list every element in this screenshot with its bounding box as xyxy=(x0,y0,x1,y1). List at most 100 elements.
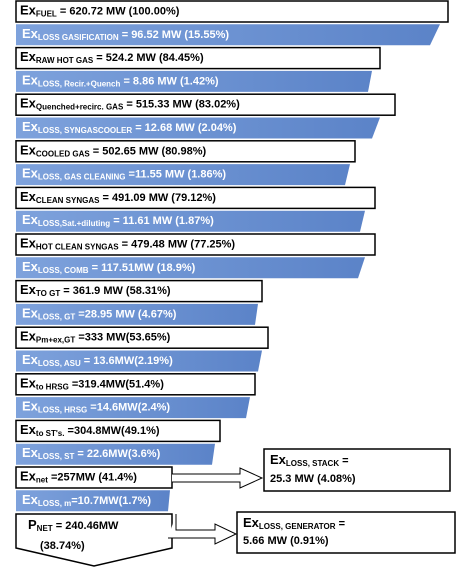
label-main: Ex xyxy=(22,306,39,321)
label-main: Ex xyxy=(20,283,37,298)
label-text: =257MW (41.4%) xyxy=(48,471,137,483)
loss-band xyxy=(16,397,250,419)
label-text: = 502.65 MW (80.98%) xyxy=(90,145,207,157)
loss-label: ExLOSS, GAS CLEANING =11.55 MW (1.86%) xyxy=(22,166,226,182)
loss-label: ExLOSS, ASU = 13.6MW(2.19%) xyxy=(22,352,173,368)
stream-box xyxy=(15,233,376,256)
stream-box xyxy=(15,326,269,349)
stream-label: ExCLEAN SYNGAS = 491.09 MW (79.12%) xyxy=(20,189,216,205)
loss-band xyxy=(16,164,350,186)
stack-label: ExLOSS, STACK = xyxy=(270,452,349,468)
stack-arrow xyxy=(172,467,264,489)
label-sub: LOSS, STACK xyxy=(286,459,339,468)
label-sub: LOSS GASIFICATION xyxy=(38,33,119,42)
label-sub: CLEAN SYNGAS xyxy=(36,196,100,205)
loss-band xyxy=(16,210,365,232)
label-text: = 515.33 MW (83.02%) xyxy=(123,99,240,111)
stream-label: ExCOOLED GAS = 502.65 MW (80.98%) xyxy=(20,143,206,159)
output-share: (38.74%) xyxy=(40,540,85,552)
label-sub: LOSS, Recir.+Quench xyxy=(38,80,121,89)
label-main: Ex xyxy=(20,236,37,251)
stream-label: Exto HRSG =319.4MW(51.4%) xyxy=(20,376,164,392)
label-sub: LOSS, GENERATOR xyxy=(259,522,336,531)
label-sub: net xyxy=(36,476,48,485)
loss-band xyxy=(16,257,365,279)
label-text: = 11.61 MW (1.87%) xyxy=(110,215,214,227)
loss-band xyxy=(16,350,262,372)
label-text: = 479.48 MW (77.25%) xyxy=(119,238,236,250)
stream-box xyxy=(15,419,221,443)
label-main: Ex xyxy=(22,73,39,88)
stream-label: Exnet =257MW (41.4%) xyxy=(20,469,137,485)
label-sub: LOSS, GT xyxy=(38,313,75,322)
label-text: =319.4MW(51.4%) xyxy=(69,378,164,390)
output-shape xyxy=(15,513,173,567)
loss-band xyxy=(16,490,170,512)
label-text: = 240.46MW xyxy=(53,520,119,532)
stream-box xyxy=(15,0,449,23)
label-text: = 8.86 MW (1.42%) xyxy=(120,75,218,87)
label-main: Ex xyxy=(20,3,37,18)
label-text: =10.7MW(1.7%) xyxy=(71,495,151,507)
label-text: =14.6MW(2.4%) xyxy=(87,402,170,414)
label-sub: Pm+ex,GT xyxy=(36,336,75,345)
loss-label: ExLOSS, COMB = 117.51MW (18.9%) xyxy=(22,259,196,275)
loss-band xyxy=(16,443,215,465)
label-main: Ex xyxy=(22,213,39,228)
label-main: Ex xyxy=(243,515,260,530)
loss-label: ExLOSS, HRSG =14.6MW(2.4%) xyxy=(22,399,170,415)
label-sub: TO GT xyxy=(36,289,60,298)
label-sub: to HRSG xyxy=(36,382,69,391)
loss-label: ExLOSS,Sat.+diluting = 11.61 MW (1.87%) xyxy=(22,213,214,229)
label-sub: NET xyxy=(37,524,53,533)
label-text: = 524.2 MW (84.45%) xyxy=(93,52,204,64)
label-text: =11.55 MW (1.86%) xyxy=(125,169,226,181)
label-sub: FUEL xyxy=(36,10,57,19)
generator-label: ExLOSS, GENERATOR = xyxy=(243,515,345,531)
label-main: Ex xyxy=(20,329,37,344)
label-main: Ex xyxy=(22,26,39,41)
label-text: = 361.9 MW (58.31%) xyxy=(60,285,171,297)
label-text: = xyxy=(336,518,345,530)
label-main: Ex xyxy=(20,469,37,484)
generator-value: 5.66 MW (0.91%) xyxy=(243,535,329,547)
label-text: =28.95 MW (4.67%) xyxy=(75,308,177,320)
label-sub: to ST's. xyxy=(36,429,65,438)
loss-label: ExLOSS, GT =28.95 MW (4.67%) xyxy=(22,306,177,322)
label-main: Ex xyxy=(270,452,287,467)
stream-label: ExPm+ex,GT =333 MW(53.65%) xyxy=(20,329,171,345)
stack-box xyxy=(263,448,451,492)
label-main: Ex xyxy=(22,259,39,274)
label-text: =304.8MW(49.1%) xyxy=(64,425,159,437)
label-main: P xyxy=(28,517,37,532)
loss-label: ExLOSS, m=10.7MW(1.7%) xyxy=(22,492,151,508)
label-text: = 12.68 MW (2.04%) xyxy=(132,122,237,134)
label-main: Ex xyxy=(22,446,39,461)
stream-box xyxy=(15,93,396,116)
label-sub: COOLED GAS xyxy=(36,149,90,158)
stream-label: ExRAW HOT GAS = 524.2 MW (84.45%) xyxy=(20,50,204,66)
stream-label: ExHOT CLEAN SYNGAS = 479.48 MW (77.25%) xyxy=(20,236,235,252)
loss-label: ExLOSS, Recir.+Quench = 8.86 MW (1.42%) xyxy=(22,73,219,89)
generator-box xyxy=(236,511,456,554)
label-text: = 22.6MW(3.6%) xyxy=(74,448,160,460)
loss-label: ExLOSS, ST = 22.6MW(3.6%) xyxy=(22,446,161,462)
loss-label: ExLOSS, SYNGASCOOLER = 12.68 MW (2.04%) xyxy=(22,119,237,135)
label-main: Ex xyxy=(20,50,37,65)
label-main: Ex xyxy=(22,166,39,181)
label-main: Ex xyxy=(22,119,39,134)
label-sub: LOSS, HRSG xyxy=(38,406,87,415)
label-main: Ex xyxy=(20,96,37,111)
label-text: = 491.09 MW (79.12%) xyxy=(99,192,216,204)
label-sub: LOSS, m xyxy=(38,499,71,508)
label-sub: LOSS,Sat.+diluting xyxy=(38,219,110,228)
label-text: = 96.52 MW (15.55%) xyxy=(119,29,230,41)
label-main: Ex xyxy=(20,376,37,391)
loss-band xyxy=(16,303,258,325)
label-text: = 620.72 MW (100.00%) xyxy=(57,5,180,17)
stream-label: Exto ST's. =304.8MW(49.1%) xyxy=(20,422,160,438)
stream-box xyxy=(15,373,256,396)
label-sub: Quenched+recirc. GAS xyxy=(36,103,124,112)
label-main: Ex xyxy=(20,189,37,204)
